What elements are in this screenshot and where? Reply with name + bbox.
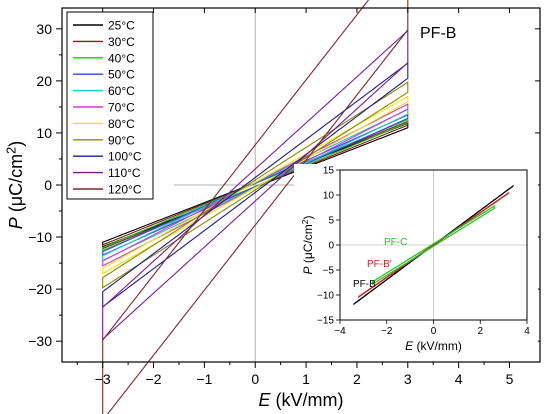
inset-x-axis-label: E (kV/mm) — [405, 339, 462, 353]
inset-y-tick-label: 15 — [323, 166, 335, 177]
y-tick-label: −10 — [28, 229, 52, 245]
y-tick-label: 0 — [44, 177, 52, 193]
x-tick-label: −3 — [95, 371, 111, 387]
inset-series-label: PF-C — [384, 237, 407, 248]
loop-110°C — [102, 29, 409, 341]
x-tick-label: 5 — [506, 371, 514, 387]
inset-y-tick-label: 0 — [328, 241, 334, 252]
loop-120°C — [102, 0, 409, 414]
inset-y-tick-label: 10 — [323, 191, 335, 202]
y-tick-label: −30 — [28, 333, 52, 349]
y-tick-label: −20 — [28, 281, 52, 297]
x-tick-label: 2 — [353, 371, 361, 387]
inset-loop-PF-C — [372, 204, 495, 286]
inset-loop-PF-B — [353, 184, 514, 306]
inset-plot: −4 −2 0 2 4 −15 −10 −5 0 5 10 15 E (kV/mm) P (μC/cm2)… — [294, 164, 538, 360]
y-tick-label: 20 — [36, 73, 52, 89]
legend-label: 30°C — [108, 35, 135, 49]
inset-y-tick-label: −5 — [323, 266, 335, 277]
inset-x-tick-label: 2 — [477, 326, 483, 337]
legend-label: 100°C — [108, 150, 142, 164]
inset-y-axis-label: P (μC/cm2) — [300, 216, 315, 275]
inset-y-tick-label: −10 — [317, 291, 334, 302]
inset-x-tick-label: −2 — [381, 326, 393, 337]
sample-annotation: PF-B — [420, 25, 456, 42]
legend-box — [66, 11, 154, 200]
legend-label: 110°C — [108, 166, 141, 180]
inset-background — [294, 164, 538, 360]
legend-label: 50°C — [108, 68, 135, 82]
inset-y-tick-label: −15 — [317, 316, 334, 327]
legend-label: 120°C — [108, 183, 142, 197]
inset-series-label: PF-B' — [367, 259, 392, 270]
x-tick-label: 1 — [302, 371, 310, 387]
x-tick-label: −2 — [146, 371, 162, 387]
inset-series-label: PF-B — [353, 279, 376, 290]
loop-90°C — [102, 81, 409, 289]
inset-x-tick-label: 4 — [524, 326, 530, 337]
inset-x-tick-label: −4 — [334, 326, 346, 337]
legend: 25°C 30°C 40°C 50°C 60°C 70°C 80°C 90°C 100°C 110… — [66, 11, 154, 200]
x-tick-label: 0 — [251, 371, 259, 387]
x-tick-label: −1 — [196, 371, 212, 387]
legend-label: 80°C — [108, 117, 135, 131]
x-axis-label: E (kV/mm) — [259, 390, 344, 410]
y-tick-label: 10 — [36, 125, 52, 141]
x-tick-label: 4 — [455, 371, 463, 387]
legend-label: 40°C — [108, 51, 135, 65]
y-tick-label: 30 — [36, 21, 52, 37]
y-axis-label: P (μC/cm2) — [5, 141, 26, 229]
legend-label: 90°C — [108, 133, 135, 147]
legend-label: 25°C — [108, 19, 135, 33]
x-tick-label: 3 — [404, 371, 412, 387]
legend-label: 70°C — [108, 101, 135, 115]
inset-x-tick-label: 0 — [431, 326, 437, 337]
legend-label: 60°C — [108, 84, 135, 98]
inset-y-tick-label: 5 — [328, 216, 334, 227]
